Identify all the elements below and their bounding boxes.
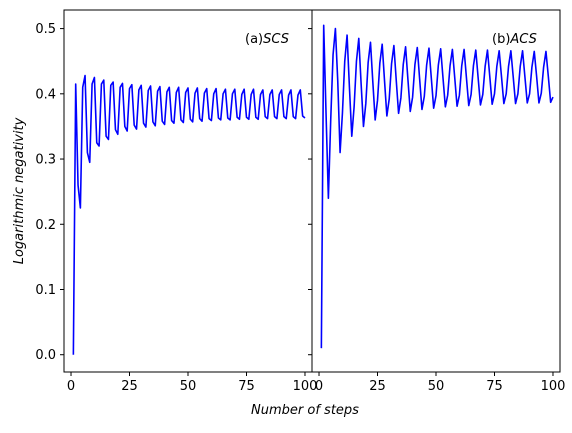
panel-b-x-tick-label: 50 <box>428 379 445 394</box>
panel-a-y-tick-label: 0.1 <box>35 283 56 298</box>
y-axis-title: Logarithmic negativity <box>12 117 27 264</box>
panel-b-x-tick-label: 25 <box>369 379 386 394</box>
panel-a-x-tick-label: 25 <box>121 379 138 394</box>
panel-a-y-tick-label: 0.5 <box>35 22 56 37</box>
panel-b-x-tick-label: 75 <box>486 379 503 394</box>
panel-b-x-tick-label: 0 <box>315 379 323 394</box>
panel-a-x-tick-label: 100 <box>293 379 318 394</box>
panel-b-label: (b)ACS <box>492 32 537 47</box>
x-axis-title: Number of steps <box>251 403 359 418</box>
panel-b-series-line <box>320 24 554 349</box>
panel-b-ticks: 0 25 50 75 100 <box>308 28 566 394</box>
panel-a-x-tick-label: 75 <box>238 379 255 394</box>
panel-a-y-tick-label: 0.0 <box>35 348 56 363</box>
panel-a-y-tick-label: 0.3 <box>35 153 56 168</box>
panel-a: 0 25 50 75 100 0.0 0.1 0.2 0.3 0.4 0.5 (a)SCS <box>35 9 317 394</box>
panel-a-x-tick-label: 0 <box>67 379 75 394</box>
panel-b-frame <box>311 9 561 373</box>
panel-a-ticks: 0 25 50 75 100 0.0 0.1 0.2 0.3 0.4 0.5 <box>35 22 317 394</box>
panel-a-x-tick-label: 50 <box>180 379 197 394</box>
panel-a-series-line <box>72 74 306 355</box>
panel-a-y-tick-label: 0.2 <box>35 218 56 233</box>
panel-a-label: (a)SCS <box>245 32 289 47</box>
panel-b-x-tick-label: 100 <box>541 379 566 394</box>
panel-a-y-tick-label: 0.4 <box>35 87 56 102</box>
panel-b: 0 25 50 75 100 (b)ACS <box>308 9 566 394</box>
